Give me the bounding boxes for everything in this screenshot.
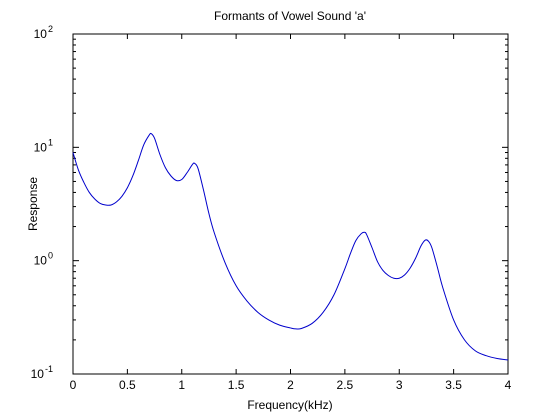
y-tick-label: 100 — [34, 251, 53, 268]
x-tick-label: 0.5 — [119, 378, 136, 392]
x-tick-label: 3.5 — [445, 378, 462, 392]
x-tick-label: 0 — [70, 378, 77, 392]
y-axis-ticks: 102 101 100 10-1 — [31, 24, 508, 381]
x-axis-ticks: 0 0.5 1 1.5 2 2.5 3 3.5 4 — [70, 34, 512, 392]
x-tick-label: 3 — [396, 378, 403, 392]
series-line — [72, 132, 509, 361]
y-axis-label: Response — [26, 177, 40, 231]
y-tick-label: 10-1 — [31, 364, 53, 381]
y-tick-label: 101 — [34, 137, 53, 154]
x-axis-label: Frequency(kHz) — [247, 398, 332, 412]
chart-title: Formants of Vowel Sound 'a' — [214, 9, 366, 23]
x-tick-label: 4 — [505, 378, 512, 392]
plot-area — [72, 33, 509, 375]
y-tick-label: 102 — [34, 24, 53, 41]
x-tick-label: 1.5 — [228, 378, 245, 392]
x-tick-label: 2.5 — [337, 378, 354, 392]
x-tick-label: 1 — [178, 378, 185, 392]
series-layer — [72, 132, 509, 361]
x-tick-label: 2 — [287, 378, 294, 392]
